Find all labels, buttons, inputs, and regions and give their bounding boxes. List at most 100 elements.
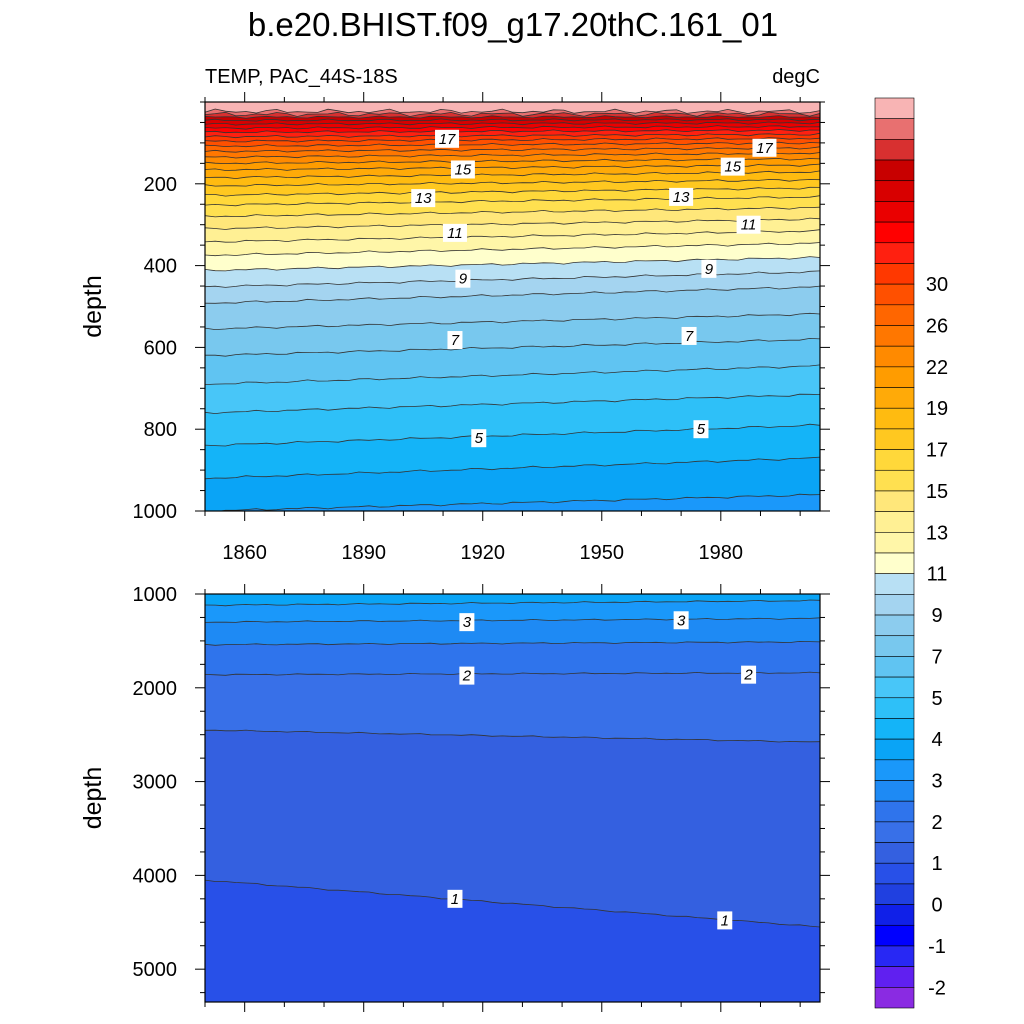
upper-contour-line-12 (205, 170, 820, 180)
colorbar-label: 1 (931, 853, 942, 875)
svg-text:9: 9 (705, 261, 714, 278)
upper-contour-line-4 (205, 456, 820, 480)
colorbar-box (874, 594, 915, 616)
svg-text:11: 11 (741, 217, 757, 234)
colorbar-box (874, 842, 915, 864)
lower-contour-line-2 (205, 671, 820, 676)
upper-contour-label: 15 (720, 157, 745, 176)
colorbar-box (874, 532, 915, 554)
colorbar-label: 11 (927, 564, 948, 586)
colorbar-box (874, 656, 915, 678)
colorbar-label: 7 (931, 646, 942, 668)
upper-contour-label: 5 (471, 429, 487, 448)
colorbar-box (874, 407, 915, 430)
colorbar-box (874, 800, 915, 823)
svg-text:1: 1 (451, 891, 459, 908)
upper-contour-line-9.5 (205, 217, 820, 230)
colorbar-box (874, 738, 915, 761)
colorbar-box (874, 159, 915, 182)
lower-contour-label: 2 (459, 666, 475, 685)
upper-contour-line-5 (205, 393, 820, 415)
upper-contour-line-4.5 (205, 423, 820, 447)
upper-contour-label: 17 (435, 129, 460, 148)
colorbar-box (874, 573, 915, 595)
svg-text:15: 15 (724, 159, 741, 176)
lower-band-3.5 (205, 594, 820, 606)
y-tick-label: 800 (144, 419, 177, 441)
x-tick-label: 1890 (341, 542, 386, 564)
upper-contour-line-11.5 (205, 179, 820, 187)
svg-text:15: 15 (455, 161, 472, 178)
colorbar-box (874, 283, 915, 306)
lower-contour-label: 1 (447, 889, 463, 908)
upper-contour-line-15 (205, 137, 820, 143)
svg-text:13: 13 (673, 189, 690, 206)
colorbar-box (874, 449, 915, 471)
lower-contour-label: 3 (673, 611, 689, 630)
y-tick-label: 3000 (133, 772, 178, 794)
lower-contour-label: 2 (741, 665, 757, 684)
colorbar-label: 5 (931, 688, 942, 710)
upper-contour-line-6.5 (205, 312, 820, 331)
svg-text:3: 3 (677, 612, 686, 629)
y-tick-label: 5000 (133, 959, 178, 981)
svg-text:1: 1 (721, 912, 729, 929)
upper-contour-line-16 (205, 129, 820, 134)
svg-text:5: 5 (697, 421, 706, 438)
y-tick-label: 600 (144, 337, 177, 359)
colorbar: -2 -1 0 1 2 3 4 5 7 9 11 13 15 17 19 22 26 30 (874, 97, 948, 1009)
upper-contour-label: 7 (447, 331, 463, 350)
colorbar-box (874, 511, 915, 533)
colorbar-label: 3 (931, 771, 942, 793)
upper-contour-line-12.5 (205, 163, 820, 171)
colorbar-box (874, 304, 915, 326)
colorbar-box (874, 201, 915, 223)
svg-text:2: 2 (462, 668, 472, 685)
colorbar-label: 19 (926, 398, 948, 420)
colorbar-box (874, 366, 915, 388)
upper-contour-label: 13 (669, 187, 694, 206)
colorbar-box (874, 263, 915, 285)
colorbar-label: 0 (931, 895, 942, 917)
colorbar-box (874, 883, 915, 905)
colorbar-label: 13 (926, 522, 948, 544)
colorbar-box (874, 635, 915, 657)
colorbar-box (874, 428, 915, 450)
colorbar-box (874, 345, 915, 368)
colorbar-label: -2 (928, 977, 946, 999)
upper-contour-label: 15 (450, 160, 475, 179)
colorbar-label: -1 (928, 936, 946, 958)
colorbar-box (874, 945, 915, 967)
colorbar-box (874, 97, 915, 119)
subtitle-units: degC (772, 66, 820, 88)
colorbar-box (874, 552, 915, 574)
svg-text:11: 11 (447, 225, 463, 242)
svg-text:3: 3 (463, 614, 472, 631)
upper-band-19 (205, 102, 820, 114)
upper-contour-line-6 (205, 337, 820, 357)
upper-contour-line-9 (205, 229, 820, 243)
x-tick-label: 1980 (699, 542, 744, 564)
svg-text:17: 17 (439, 131, 456, 148)
svg-text:13: 13 (415, 190, 432, 207)
upper-contour-line-18.5 (205, 111, 820, 117)
colorbar-label: 9 (931, 605, 942, 627)
upper-contour-line-7.5 (205, 270, 820, 288)
upper-contour-line-18 (205, 115, 820, 119)
lower-contour-line-3 (205, 617, 820, 623)
colorbar-label: 30 (926, 274, 948, 296)
y-tick-label: 200 (144, 174, 177, 196)
upper-contour-label: 5 (693, 420, 709, 439)
upper-contour-label: 9 (701, 259, 717, 278)
subtitle-left: TEMP, PAC_44S-18S (205, 66, 398, 88)
y-tick-label: 1000 (133, 584, 178, 606)
colorbar-label: 15 (926, 481, 948, 503)
lower-contour-panel: 3 3 2 2 1 1 1000 2000 3000 4000 5000 depth (79, 584, 830, 1012)
lower-contour-label: 1 (717, 911, 733, 930)
lower-contour-line-2.5 (205, 640, 820, 646)
colorbar-box (874, 221, 915, 244)
y-tick-label: 2000 (133, 678, 178, 700)
upper-contour-line-13.5 (205, 151, 820, 159)
upper-contour-label: 17 (752, 138, 777, 157)
